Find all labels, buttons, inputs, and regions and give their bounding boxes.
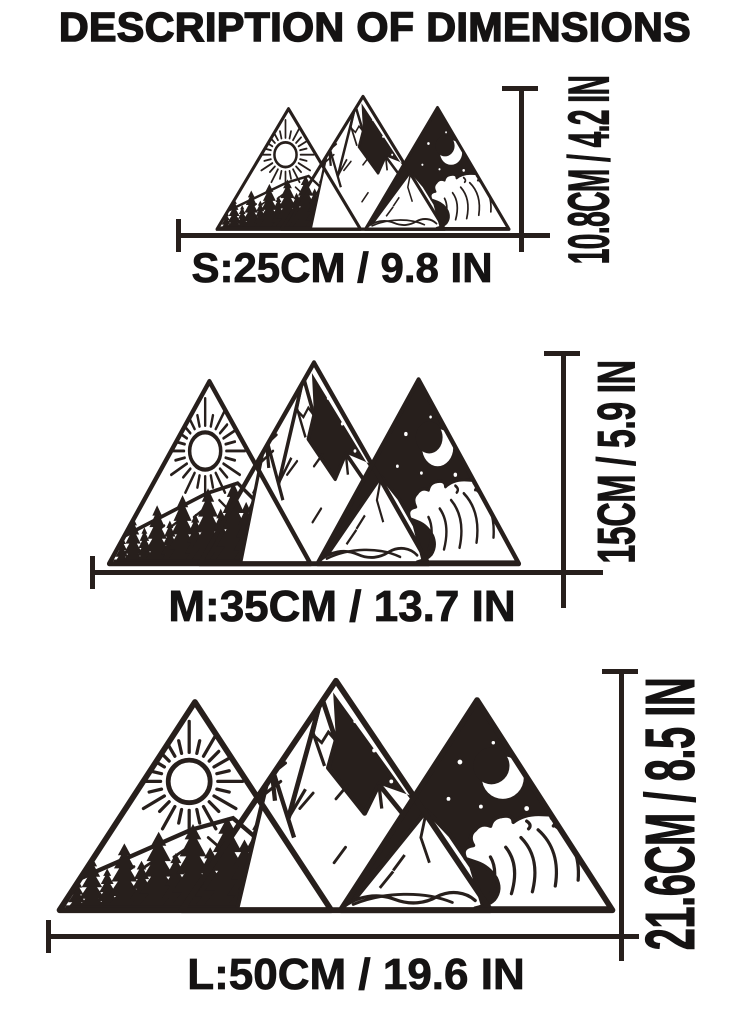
m-width-line-left-tick [90,556,95,589]
m-height-dimension-line [561,352,566,608]
m-width-label: M:35CM / 13.7 IN [168,582,516,632]
l-width-label: L:50CM / 19.6 IN [187,950,525,1000]
s-height-label: 10.8CM / 4.2 IN [557,75,621,265]
mountain-triptych-artwork-m [102,356,526,568]
l-height-dimension-line [619,670,624,961]
m-height-line-top-tick [544,351,580,356]
s-width-label: S:25CM / 9.8 IN [191,244,493,292]
l-width-dimension-line [48,934,639,939]
mountain-triptych-artwork-l [50,673,622,915]
m-height-label: 15CM / 5.9 IN [587,360,647,564]
s-height-dimension-line [519,87,524,252]
l-height-line-top-tick [602,669,638,674]
m-width-dimension-line [92,570,603,575]
s-width-line-left-tick [176,219,181,252]
l-width-line-left-tick [46,920,51,953]
s-width-dimension-line [178,233,550,238]
page-title: DESCRIPTION OF DIMENSIONS [58,3,692,51]
mountain-triptych-artwork-s [212,92,514,232]
l-height-label: 21.6CM / 8.5 IN [632,677,710,951]
s-height-line-top-tick [502,86,538,91]
